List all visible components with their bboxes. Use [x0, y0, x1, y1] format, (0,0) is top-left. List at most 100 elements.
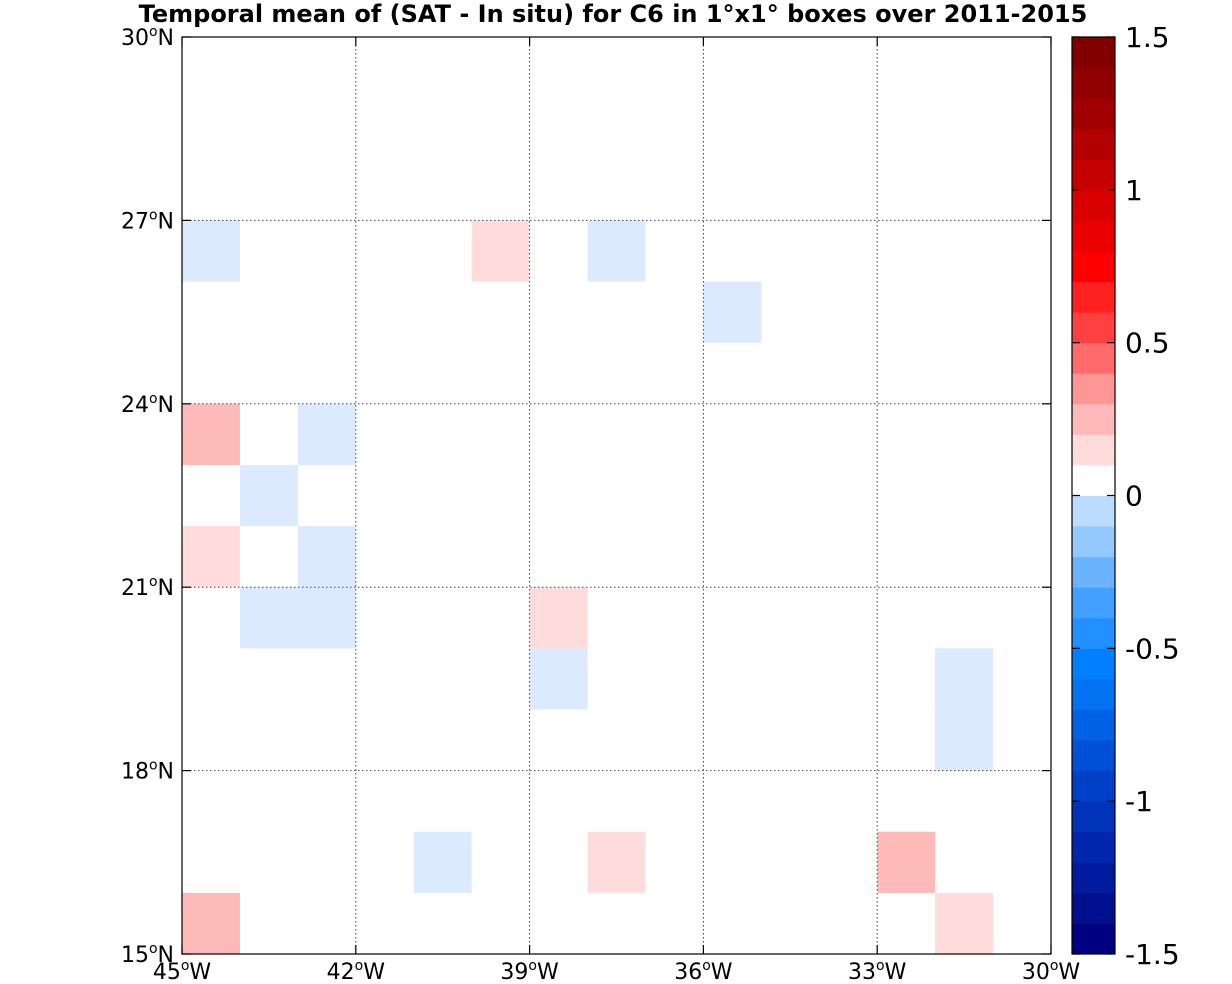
heatmap-cell	[935, 648, 994, 710]
x-tick-degree: o	[355, 958, 364, 974]
x-tick-hemisphere: W	[711, 960, 733, 984]
heatmap-cell	[703, 281, 762, 343]
y-tick-hemisphere: N	[158, 393, 174, 418]
colorbar-segment	[1072, 250, 1115, 283]
heatmap-cell	[182, 892, 240, 954]
heatmap-cell	[182, 526, 240, 588]
y-tick-label: 24oN	[121, 391, 174, 418]
x-tick-labels: 45oW 42oW 39oW 36oW 33oW 30oW	[153, 958, 1081, 984]
colorbar-segment	[1072, 556, 1115, 588]
x-tick-degree: o	[702, 958, 711, 974]
x-tick-label: 36oW	[674, 958, 733, 984]
y-tick-value: 21	[121, 576, 149, 601]
colorbar-segment	[1072, 464, 1115, 496]
x-tick-value: 39	[500, 960, 528, 984]
x-tick-label: 45oW	[153, 958, 212, 984]
heatmap-cells	[182, 220, 994, 954]
y-tick-degree: o	[149, 207, 158, 223]
colorbar-segment	[1072, 678, 1115, 710]
colorbar-segment	[1072, 37, 1115, 69]
colorbar-tick-label: 0	[1125, 480, 1143, 513]
x-tick-value: 30	[1022, 960, 1050, 984]
heatmap-cell	[413, 831, 472, 893]
y-tick-label: 27oN	[121, 207, 174, 234]
y-tick-degree: o	[149, 391, 158, 407]
colorbar-segment	[1072, 892, 1115, 924]
x-tick-label: 30oW	[1022, 958, 1081, 984]
x-tick-hemisphere: W	[189, 960, 211, 984]
y-tick-hemisphere: N	[158, 760, 174, 785]
y-tick-hemisphere: N	[158, 943, 174, 968]
y-tick-label: 30oN	[121, 24, 174, 51]
x-tick-label: 33oW	[848, 958, 907, 984]
y-tick-value: 24	[121, 393, 149, 418]
y-tick-hemisphere: N	[158, 26, 174, 51]
colorbar-segment	[1072, 434, 1115, 466]
colorbar-segment	[1072, 740, 1115, 772]
colorbar-segment	[1072, 648, 1115, 680]
chart-title: Temporal mean of (SAT - In situ) for C6 …	[139, 0, 1088, 28]
colorbar-tick-label: 1	[1125, 174, 1143, 207]
heatmap-cell	[529, 587, 588, 649]
x-tick-hemisphere: W	[537, 960, 559, 984]
heatmap-cell	[182, 220, 240, 282]
colorbar-segment	[1072, 342, 1115, 374]
colorbar-segment	[1072, 770, 1115, 802]
colorbar-segment	[1072, 495, 1115, 527]
y-tick-label: 21oN	[121, 574, 174, 601]
y-tick-value: 27	[121, 209, 149, 234]
y-tick-label: 18oN	[121, 758, 174, 785]
y-tick-value: 30	[121, 26, 149, 51]
y-tick-degree: o	[149, 574, 158, 590]
colorbar	[1071, 36, 1116, 955]
colorbar-segment	[1072, 617, 1115, 649]
x-tick-degree: o	[1050, 958, 1059, 974]
colorbar-segment	[1072, 98, 1115, 130]
x-tick-hemisphere: W	[363, 960, 385, 984]
colorbar-tick-label: -1.5	[1125, 938, 1180, 971]
x-tick-hemisphere: W	[1058, 960, 1080, 984]
colorbar-segment	[1072, 220, 1115, 252]
heatmap-cell	[529, 648, 588, 710]
colorbar-tick-labels: 1.5 1 0.5 0 -0.5 -1 -1.5	[1125, 21, 1180, 971]
heatmap-cell	[182, 403, 240, 465]
colorbar-segment	[1072, 862, 1115, 894]
grid-lines	[182, 37, 1051, 954]
x-tick-degree: o	[876, 958, 885, 974]
y-tick-hemisphere: N	[158, 209, 174, 234]
heatmap-cell	[239, 587, 298, 649]
y-tick-hemisphere: N	[158, 576, 174, 601]
heatmap-cell	[587, 831, 646, 893]
colorbar-segment	[1072, 128, 1115, 160]
x-tick-hemisphere: W	[885, 960, 907, 984]
tick-marks	[181, 36, 1052, 955]
colorbar-segment	[1072, 923, 1115, 955]
x-tick-degree: o	[181, 958, 190, 974]
heatmap-cell	[297, 403, 356, 465]
colorbar-tick-label: 1.5	[1125, 21, 1170, 54]
colorbar-segment	[1072, 281, 1115, 313]
colorbar-segment	[1072, 526, 1115, 558]
x-tick-label: 39oW	[500, 958, 559, 984]
heatmap-cell	[297, 587, 356, 649]
heatmap-cell	[587, 220, 646, 282]
colorbar-segment	[1072, 587, 1115, 619]
colorbar-segment	[1072, 801, 1115, 833]
colorbar-tick-label: -1	[1125, 785, 1153, 818]
colorbar-segment	[1072, 373, 1115, 405]
colorbar-segment	[1072, 67, 1115, 99]
heatmap-cell	[877, 831, 936, 893]
y-tick-value: 18	[121, 760, 149, 785]
heatmap-cell	[239, 464, 298, 527]
x-tick-value: 36	[674, 960, 702, 984]
heatmap-cell	[471, 220, 530, 282]
y-tick-label: 15oN	[121, 941, 174, 968]
heatmap-cell	[935, 709, 994, 771]
y-tick-degree: o	[149, 941, 158, 957]
colorbar-segment	[1072, 709, 1115, 741]
y-tick-degree: o	[149, 24, 158, 40]
colorbar-tick-label: 0.5	[1125, 327, 1170, 360]
colorbar-segment	[1072, 312, 1115, 344]
